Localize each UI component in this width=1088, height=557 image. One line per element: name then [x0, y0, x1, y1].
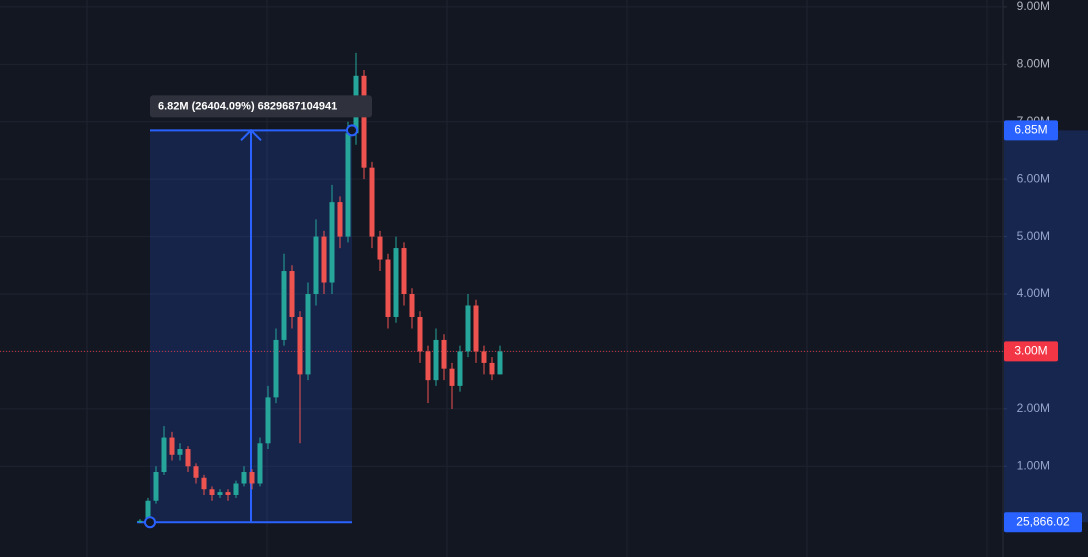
- measure-end-badge-box: [1004, 120, 1058, 141]
- current-price-badge-box: [1004, 341, 1058, 362]
- measure-start-badge: 25,866.02: [1016, 514, 1070, 528]
- candle-body: [201, 477, 207, 490]
- candle-body: [249, 472, 255, 484]
- candle-body: [441, 339, 447, 369]
- candle-body: [433, 339, 439, 381]
- candle-body: [313, 236, 319, 295]
- candle-body: [321, 236, 327, 283]
- candle-body: [457, 351, 463, 386]
- candle-body: [393, 248, 399, 317]
- y-tick-label: 8.00M: [1017, 56, 1050, 70]
- current-price-badge: 3.00M: [1014, 344, 1047, 358]
- candle-body: [481, 351, 487, 363]
- y-tick-label: 6.00M: [1017, 171, 1050, 185]
- measure-end-badge: 6.85M: [1014, 123, 1047, 137]
- candle-body: [169, 437, 175, 455]
- candle-body: [137, 520, 143, 522]
- candle-body: [217, 492, 223, 495]
- candle-body: [449, 368, 455, 386]
- candle-body: [329, 202, 335, 283]
- candle-body: [385, 259, 391, 317]
- candle-body: [473, 305, 479, 352]
- candle-body: [257, 443, 263, 484]
- measure-label-box: [150, 95, 372, 118]
- candle-body: [489, 362, 495, 375]
- y-tick-label: 4.00M: [1017, 286, 1050, 300]
- candle-body: [193, 466, 199, 478]
- vertical-grid: [86, 0, 988, 557]
- candle-body: [209, 489, 215, 495]
- candle-body: [417, 316, 423, 352]
- measure-end-handle: [346, 124, 358, 137]
- measure-start-handle: [144, 516, 156, 529]
- measure-arrowhead: [240, 128, 262, 142]
- measure-start-badge-box: [1004, 512, 1082, 533]
- candle-body: [225, 492, 231, 495]
- candle-body: [273, 339, 279, 398]
- candle-body: [409, 294, 415, 317]
- candle-body: [425, 351, 431, 381]
- candle-body: [153, 472, 159, 501]
- candle-body: [377, 236, 383, 260]
- candle-body: [145, 500, 151, 521]
- candle-body: [305, 294, 311, 375]
- candle-body: [233, 483, 239, 495]
- y-tick-label: 5.00M: [1017, 229, 1050, 243]
- y-tick-label: 1.00M: [1017, 458, 1050, 472]
- candle-body: [401, 248, 407, 295]
- candle-body: [465, 305, 471, 352]
- candle-body: [265, 397, 271, 444]
- candle-body: [241, 472, 247, 484]
- candle-body: [289, 271, 295, 317]
- axis-range-highlight: [1004, 130, 1088, 523]
- candle-body: [337, 202, 343, 237]
- candle-body: [297, 316, 303, 375]
- candle-body: [177, 449, 183, 455]
- candle-body: [161, 437, 167, 473]
- candle-body: [361, 75, 367, 168]
- candle-body: [281, 271, 287, 340]
- y-tick-label: 2.00M: [1017, 401, 1050, 415]
- candle-body: [345, 133, 351, 237]
- candle-body: [369, 167, 375, 237]
- y-tick-label: 9.00M: [1017, 0, 1050, 13]
- measure-label: 6.82M (26404.09%) 6829687104941: [158, 100, 337, 112]
- candle-body: [497, 351, 503, 375]
- candle-body: [185, 449, 191, 467]
